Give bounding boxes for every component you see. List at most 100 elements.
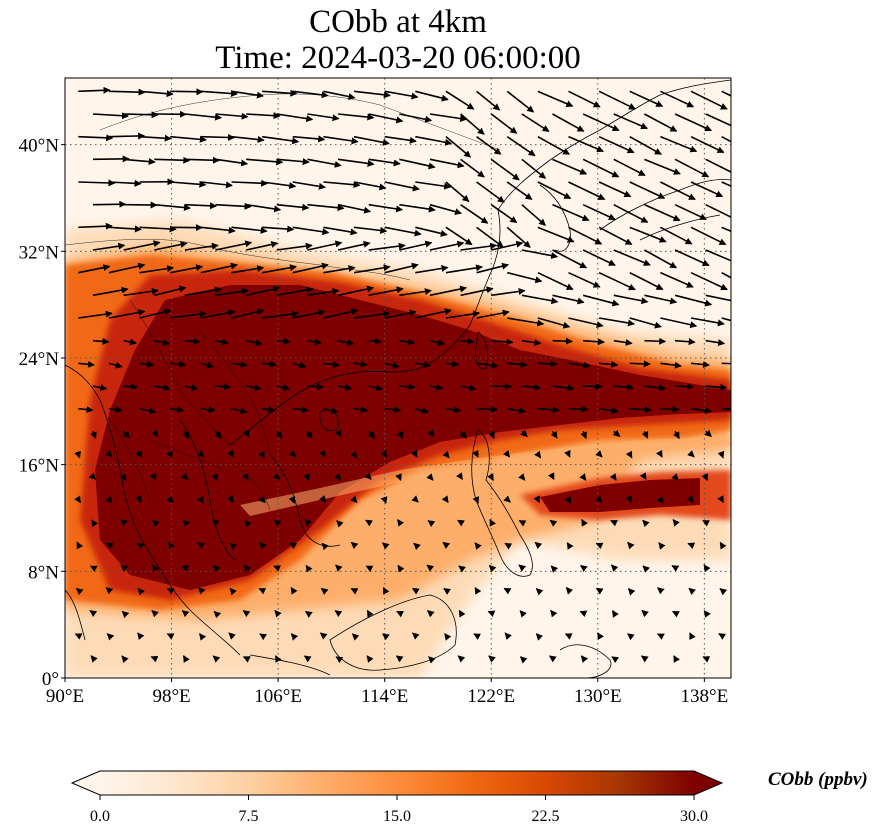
wind-arrow — [583, 382, 603, 390]
wind-arrow — [304, 519, 312, 527]
wind-arrow — [229, 587, 237, 596]
wind-arrow — [334, 610, 343, 618]
wind-arrow — [323, 361, 341, 369]
wind-arrow — [533, 495, 541, 504]
wind-arrow — [613, 203, 649, 223]
wind-arrow — [108, 179, 142, 187]
wind-arrow — [644, 384, 667, 392]
wind-arrow — [521, 294, 559, 305]
wind-arrow — [184, 384, 199, 391]
wind-arrow — [457, 655, 466, 663]
wind-arrow — [690, 361, 711, 368]
wind-arrow — [290, 633, 299, 641]
lat-tick-label: 8°N — [28, 562, 59, 583]
wind-arrow — [151, 610, 159, 618]
wind-arrow — [609, 473, 617, 481]
wind-arrow — [384, 262, 419, 274]
wind-arrow — [565, 587, 574, 595]
wind-arrow — [415, 181, 452, 190]
wind-arrow — [353, 90, 391, 99]
wind-arrow — [610, 564, 619, 572]
wind-arrow — [445, 264, 484, 274]
wind-arrow — [353, 360, 368, 368]
wind-arrow — [307, 113, 340, 122]
wind-arrow — [246, 384, 262, 392]
wind-arrow — [690, 181, 724, 198]
wind-arrow — [674, 113, 713, 132]
wind-arrow — [429, 240, 465, 251]
wind-arrow — [472, 449, 479, 458]
wind-arrow — [535, 588, 544, 596]
wind-arrow — [521, 383, 542, 391]
wind-arrow — [564, 496, 572, 504]
wind-arrow — [197, 450, 205, 458]
wind-arrow — [595, 542, 604, 550]
wind-arrow — [411, 587, 420, 595]
wind-arrow — [215, 383, 232, 391]
wind-arrow — [644, 337, 667, 345]
wind-arrow — [537, 90, 574, 107]
wind-arrow — [595, 587, 604, 595]
wind-arrow — [626, 633, 635, 641]
wind-arrow — [491, 240, 524, 251]
wind-arrow — [490, 158, 520, 181]
wind-arrow — [658, 542, 666, 550]
wind-arrow — [518, 564, 527, 572]
wind-arrow — [397, 518, 405, 527]
wind-arrow — [214, 430, 222, 439]
wind-arrow — [274, 609, 282, 618]
wind-arrow — [426, 473, 434, 481]
wind-arrow — [353, 181, 387, 191]
wind-arrow — [259, 633, 267, 641]
map-subtitle-time: Time: 2024-03-20 06:00:00 — [215, 40, 581, 76]
wind-arrow — [78, 310, 113, 319]
wind-arrow — [166, 495, 174, 504]
wind-arrow — [150, 472, 157, 481]
wind-arrow — [365, 519, 373, 527]
wind-arrow — [460, 337, 475, 345]
wind-arrow — [660, 181, 696, 201]
wind-arrow — [411, 495, 419, 503]
wind-arrow — [262, 225, 295, 233]
colorbar-extend-max — [694, 771, 722, 795]
wind-arrow — [198, 587, 206, 595]
wind-arrow — [490, 113, 518, 134]
lat-tick-label: 40°N — [19, 136, 60, 157]
wind-arrow — [244, 520, 252, 528]
wind-arrow — [395, 473, 402, 482]
wind-arrow — [184, 156, 220, 164]
wind-arrow — [491, 288, 526, 297]
wind-arrow — [108, 406, 123, 414]
wind-arrow — [227, 449, 234, 458]
colorbar-tick-label: 22.5 — [532, 808, 560, 825]
wind-arrow — [288, 496, 296, 504]
wind-arrow — [520, 429, 528, 438]
wind-arrow — [262, 135, 300, 145]
wind-arrow — [168, 541, 175, 550]
wind-arrow — [108, 262, 146, 274]
wind-arrow — [399, 158, 436, 170]
wind-arrow — [552, 249, 588, 269]
wind-arrow — [564, 449, 571, 458]
wind-arrow — [292, 262, 329, 274]
lon-tick-label: 98°E — [152, 686, 190, 707]
wind-arrow — [582, 158, 620, 178]
wind-arrow — [627, 541, 635, 550]
wind-arrow — [395, 655, 404, 663]
wind-arrow — [507, 271, 543, 284]
wind-arrow — [76, 541, 84, 550]
wind-arrow — [139, 225, 177, 233]
wind-arrow — [170, 180, 207, 188]
wind-arrow — [476, 262, 510, 274]
wind-arrow — [231, 308, 265, 319]
wind-arrow — [705, 294, 731, 305]
wind-arrow — [641, 609, 649, 618]
wind-arrow — [106, 633, 115, 641]
wind-arrow — [721, 226, 731, 233]
wind-arrow — [231, 226, 268, 234]
wind-arrow — [337, 113, 375, 121]
colorbar-gradient — [100, 771, 694, 795]
wind-arrow — [350, 495, 358, 504]
wind-arrow — [303, 655, 312, 663]
